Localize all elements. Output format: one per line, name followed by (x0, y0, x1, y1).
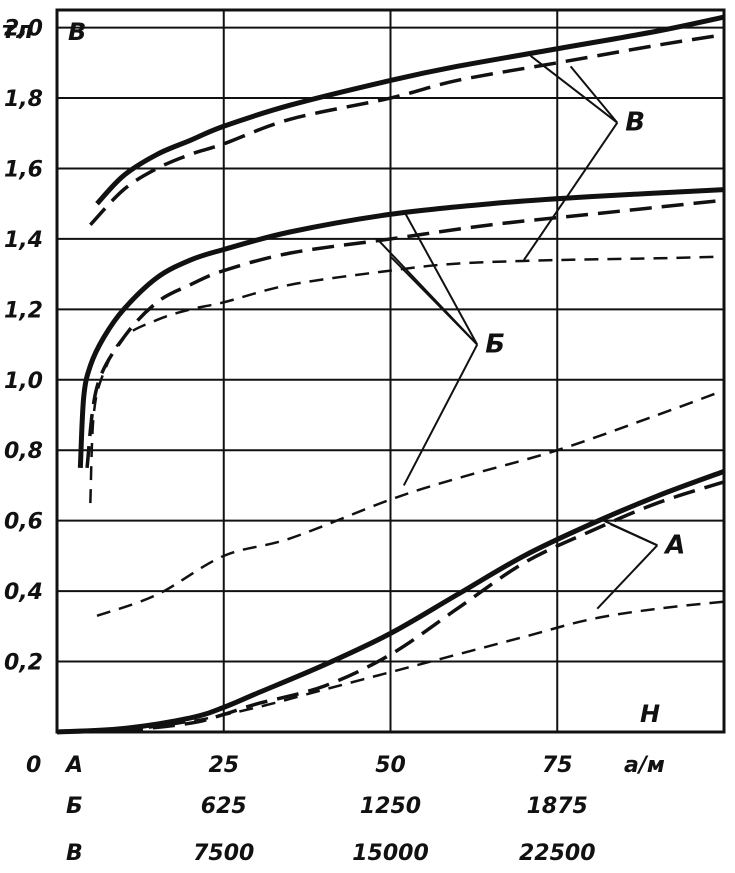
labels: 0,20,40,60,81,01,21,41,61,82,0тл ВН0 А 25 50… (2, 16, 688, 866)
x-scale-name: Б (66, 794, 83, 819)
x-tick-label: 1250 (360, 794, 421, 819)
callout-leader-line (402, 210, 479, 346)
y-tick-label: 1,6 (4, 157, 43, 182)
curves (56, 14, 725, 735)
curve-d092-dashed-1 (89, 32, 725, 227)
y-unit-label: тл (2, 16, 34, 44)
curve-d090-thin-dashed-8 (96, 389, 725, 617)
y-axis-letter: В (68, 18, 86, 46)
curve-d090-dashed-6 (56, 480, 725, 734)
callout-leader-line (523, 122, 619, 261)
x-unit-label: а/м (624, 753, 665, 778)
y-tick-label: 1,8 (4, 87, 43, 112)
curve-d091-dashed-3 (85, 198, 725, 469)
callout-leader-line (402, 344, 479, 486)
x-tick-label: 50 (375, 753, 406, 778)
curve-d090-thick-solid-5 (56, 469, 725, 735)
x-scale-name: В (66, 841, 83, 866)
callout-label-d092: В (625, 108, 645, 138)
x-tick-label: 25 (208, 753, 239, 778)
y-tick-label: 0,4 (4, 580, 43, 605)
y-tick-label: 1,4 (4, 228, 43, 253)
y-tick-label: 2,0 (4, 17, 43, 42)
curve-d092-thick-solid-0 (95, 14, 725, 206)
x-scale-name: А (64, 753, 83, 778)
y-tick-label: 1,0 (4, 369, 43, 394)
x-tick-label: 22500 (519, 841, 596, 866)
callout-label-backing (663, 527, 688, 558)
callout-leader-line (389, 255, 478, 346)
x-tick-label: 1875 (527, 794, 588, 819)
curve-d091-thick-solid-2 (77, 187, 725, 468)
y-tick-label: 1,2 (4, 298, 43, 323)
x-tick-label: 75 (542, 753, 573, 778)
x-axis-letter: Н (640, 700, 660, 728)
curve-d091-thin-dashed-4 (89, 255, 725, 504)
callout-label-d090: А (663, 530, 685, 560)
x-tick-label: 625 (201, 794, 247, 819)
y-tick-label: 0,8 (4, 439, 43, 464)
callout-label-backing (623, 104, 648, 135)
y-tick-label: 0,6 (4, 510, 43, 535)
callout-leader-line (529, 54, 618, 124)
origin-label: 0 (26, 753, 41, 778)
x-tick-label: 7500 (193, 841, 254, 866)
callout-label-d091: Б (485, 330, 505, 360)
callout-leader-line (569, 65, 619, 124)
callout-leader-line (596, 544, 659, 610)
callout-leader-line (603, 519, 658, 547)
callout-leaders (376, 54, 659, 610)
callout-label-backing (483, 326, 508, 357)
grid (55, 8, 726, 734)
x-tick-label: 15000 (352, 841, 429, 866)
y-tick-label: 0,2 (4, 651, 43, 676)
